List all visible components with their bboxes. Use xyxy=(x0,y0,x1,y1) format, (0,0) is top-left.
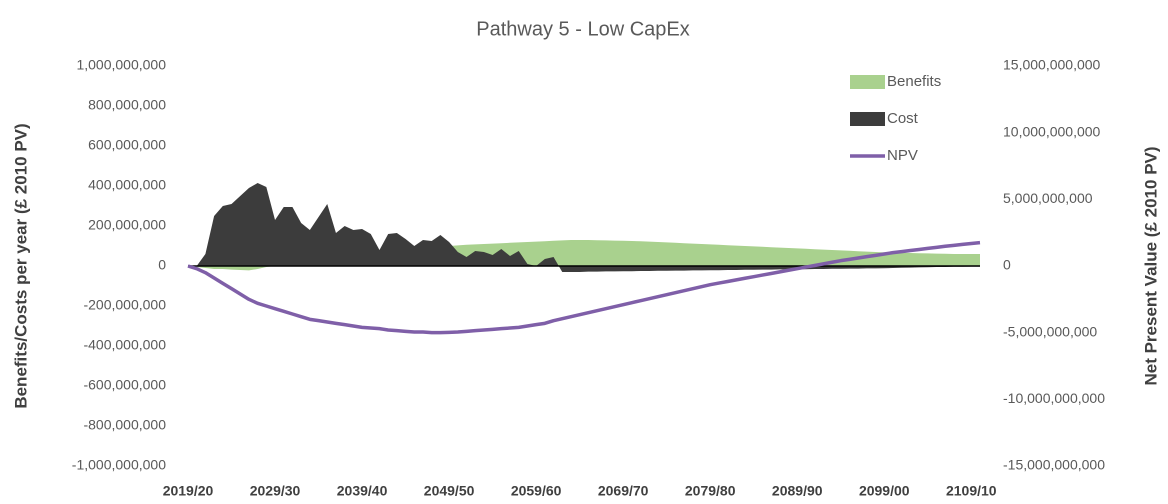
line xyxy=(187,240,981,335)
x-tick-label: 2109/10 xyxy=(946,483,997,499)
y2-tick-label: 15,000,000,000 xyxy=(1003,57,1101,73)
y-tick-label: -200,000,000 xyxy=(83,297,166,313)
area xyxy=(188,183,980,272)
y-tick-label: 1,000,000,000 xyxy=(76,57,166,73)
legend-label: NPV xyxy=(887,147,918,164)
y2-tick-label: 5,000,000,000 xyxy=(1003,190,1093,206)
y-tick-label: -600,000,000 xyxy=(83,377,166,393)
x-tick-label: 2079/80 xyxy=(685,483,736,499)
y2-tick-label: -15,000,000,000 xyxy=(1003,457,1105,473)
y2-tick-label: 0 xyxy=(1003,257,1011,273)
y-tick-label: 0 xyxy=(158,257,166,273)
x-tick-label: 2019/20 xyxy=(163,483,214,499)
x-tick-label: 2049/50 xyxy=(424,483,475,499)
x-tick-label: 2039/40 xyxy=(337,483,388,499)
y-tick-label: 600,000,000 xyxy=(88,137,166,153)
y-tick-label: -1,000,000,000 xyxy=(72,457,166,473)
y2-tick-label: -5,000,000,000 xyxy=(1003,323,1097,339)
y2-tick-label: 10,000,000,000 xyxy=(1003,123,1101,139)
legend-label: Cost xyxy=(887,110,919,127)
legend-swatch xyxy=(850,75,885,89)
legend-label: Benefits xyxy=(887,73,941,90)
x-tick-label: 2099/00 xyxy=(859,483,910,499)
y-tick-label: 400,000,000 xyxy=(88,177,166,193)
y-axis-title: Benefits/Costs per year (£ 2010 PV) xyxy=(11,123,30,408)
x-tick-label: 2029/30 xyxy=(250,483,301,499)
y-tick-label: 800,000,000 xyxy=(88,97,166,113)
y-tick-label: -800,000,000 xyxy=(83,417,166,433)
legend-swatch xyxy=(850,112,885,126)
y-tick-label: 200,000,000 xyxy=(88,217,166,233)
x-tick-label: 2059/60 xyxy=(511,483,562,499)
y2-tick-label: -10,000,000,000 xyxy=(1003,390,1105,406)
x-tick-label: 2089/90 xyxy=(772,483,823,499)
x-tick-label: 2069/70 xyxy=(598,483,649,499)
chart-title: Pathway 5 - Low CapEx xyxy=(476,18,689,40)
y2-axis-title: Net Present Value (£ 2010 PV) xyxy=(1141,146,1160,385)
y-tick-label: -400,000,000 xyxy=(83,337,166,353)
